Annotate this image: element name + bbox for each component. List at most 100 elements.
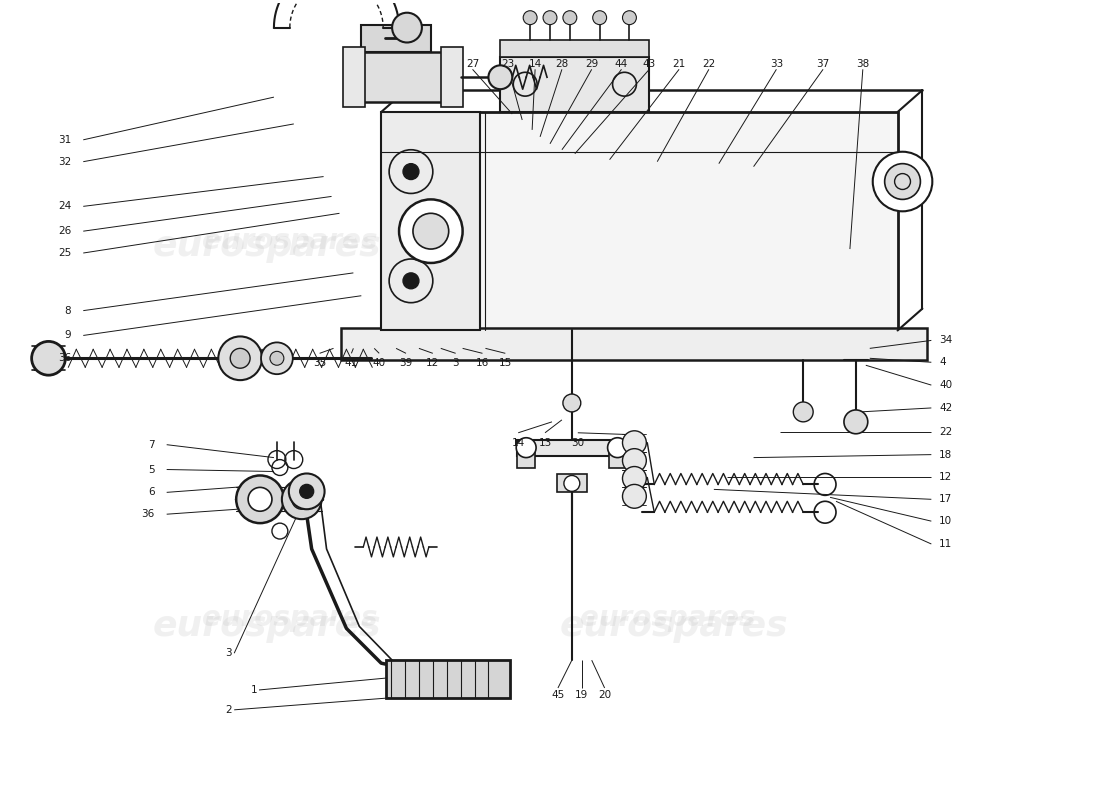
Circle shape [392,13,422,42]
Text: 25: 25 [58,248,72,258]
Bar [361,25,431,53]
Text: 32: 32 [58,157,72,166]
Circle shape [623,449,647,473]
Text: 1: 1 [251,685,257,695]
Text: 45: 45 [551,690,564,700]
Circle shape [292,490,311,510]
Circle shape [543,10,557,25]
Circle shape [563,10,576,25]
Circle shape [289,474,324,510]
Bar [351,53,461,102]
Circle shape [564,475,580,491]
Circle shape [249,487,272,511]
Text: 33: 33 [770,59,783,70]
Text: 12: 12 [426,358,439,368]
Text: 5: 5 [148,465,155,474]
Text: 31: 31 [58,135,72,145]
Text: 44: 44 [615,59,628,70]
Text: 4: 4 [939,358,946,367]
Text: 18: 18 [939,450,953,460]
Text: eurospares: eurospares [580,227,756,255]
Bar [500,39,649,58]
Circle shape [516,438,536,458]
Text: 40: 40 [373,358,386,368]
Circle shape [793,402,813,422]
Text: 23: 23 [502,59,515,70]
Text: 6: 6 [148,487,155,498]
Bar [517,444,535,467]
Text: 3: 3 [452,358,459,368]
Text: 13: 13 [538,438,552,448]
Text: 34: 34 [939,335,953,346]
Text: 37: 37 [816,59,829,70]
Text: 14: 14 [512,438,525,448]
Circle shape [623,10,637,25]
Text: 10: 10 [939,516,953,526]
Text: 22: 22 [939,426,953,437]
Bar [382,112,481,330]
Text: eurospares: eurospares [202,227,378,255]
Circle shape [282,479,321,519]
Circle shape [412,214,449,249]
Text: 17: 17 [939,494,953,504]
Text: 27: 27 [466,59,480,70]
Circle shape [488,66,513,89]
Circle shape [844,410,868,434]
Text: 29: 29 [585,59,598,70]
Circle shape [524,10,537,25]
Text: 16: 16 [476,358,490,368]
Text: eurospares: eurospares [153,229,382,263]
Circle shape [403,164,419,179]
Text: 7: 7 [148,440,155,450]
Text: 15: 15 [498,358,512,368]
Bar [500,58,649,112]
Bar [517,440,627,456]
Text: 8: 8 [65,306,72,316]
Text: 22: 22 [702,59,715,70]
Text: 21: 21 [672,59,685,70]
Text: 2: 2 [226,705,232,715]
Circle shape [872,152,933,211]
Circle shape [270,351,284,366]
Text: eurospares: eurospares [560,610,789,643]
Circle shape [623,466,647,490]
Bar [382,112,898,330]
Circle shape [563,394,581,412]
Text: 36: 36 [142,510,155,519]
Circle shape [593,10,606,25]
Circle shape [261,342,293,374]
Text: 40: 40 [939,380,953,390]
Text: 30: 30 [571,438,584,448]
Text: 39: 39 [399,358,412,368]
Circle shape [399,199,463,263]
Circle shape [236,475,284,523]
Circle shape [299,485,314,498]
Text: 9: 9 [65,330,72,341]
Text: 3: 3 [226,648,232,658]
Circle shape [884,164,921,199]
Bar [441,47,463,107]
Bar [608,444,627,467]
Bar [386,660,510,698]
Text: 11: 11 [939,539,953,549]
Circle shape [230,348,250,368]
Circle shape [218,337,262,380]
Text: eurospares: eurospares [153,610,382,643]
Text: 43: 43 [642,59,656,70]
Text: 36: 36 [58,354,72,363]
Text: 19: 19 [575,690,589,700]
Text: 35: 35 [314,358,327,368]
Text: 12: 12 [939,473,953,482]
Circle shape [623,485,647,508]
Text: 38: 38 [856,59,869,70]
Circle shape [32,342,65,375]
Text: 28: 28 [556,59,569,70]
Text: 42: 42 [939,403,953,413]
Bar [341,329,927,360]
Text: eurospares: eurospares [560,229,789,263]
Circle shape [607,438,627,458]
Circle shape [623,430,647,454]
Text: eurospares: eurospares [202,605,378,633]
Text: 41: 41 [344,358,358,368]
Bar [557,474,586,492]
